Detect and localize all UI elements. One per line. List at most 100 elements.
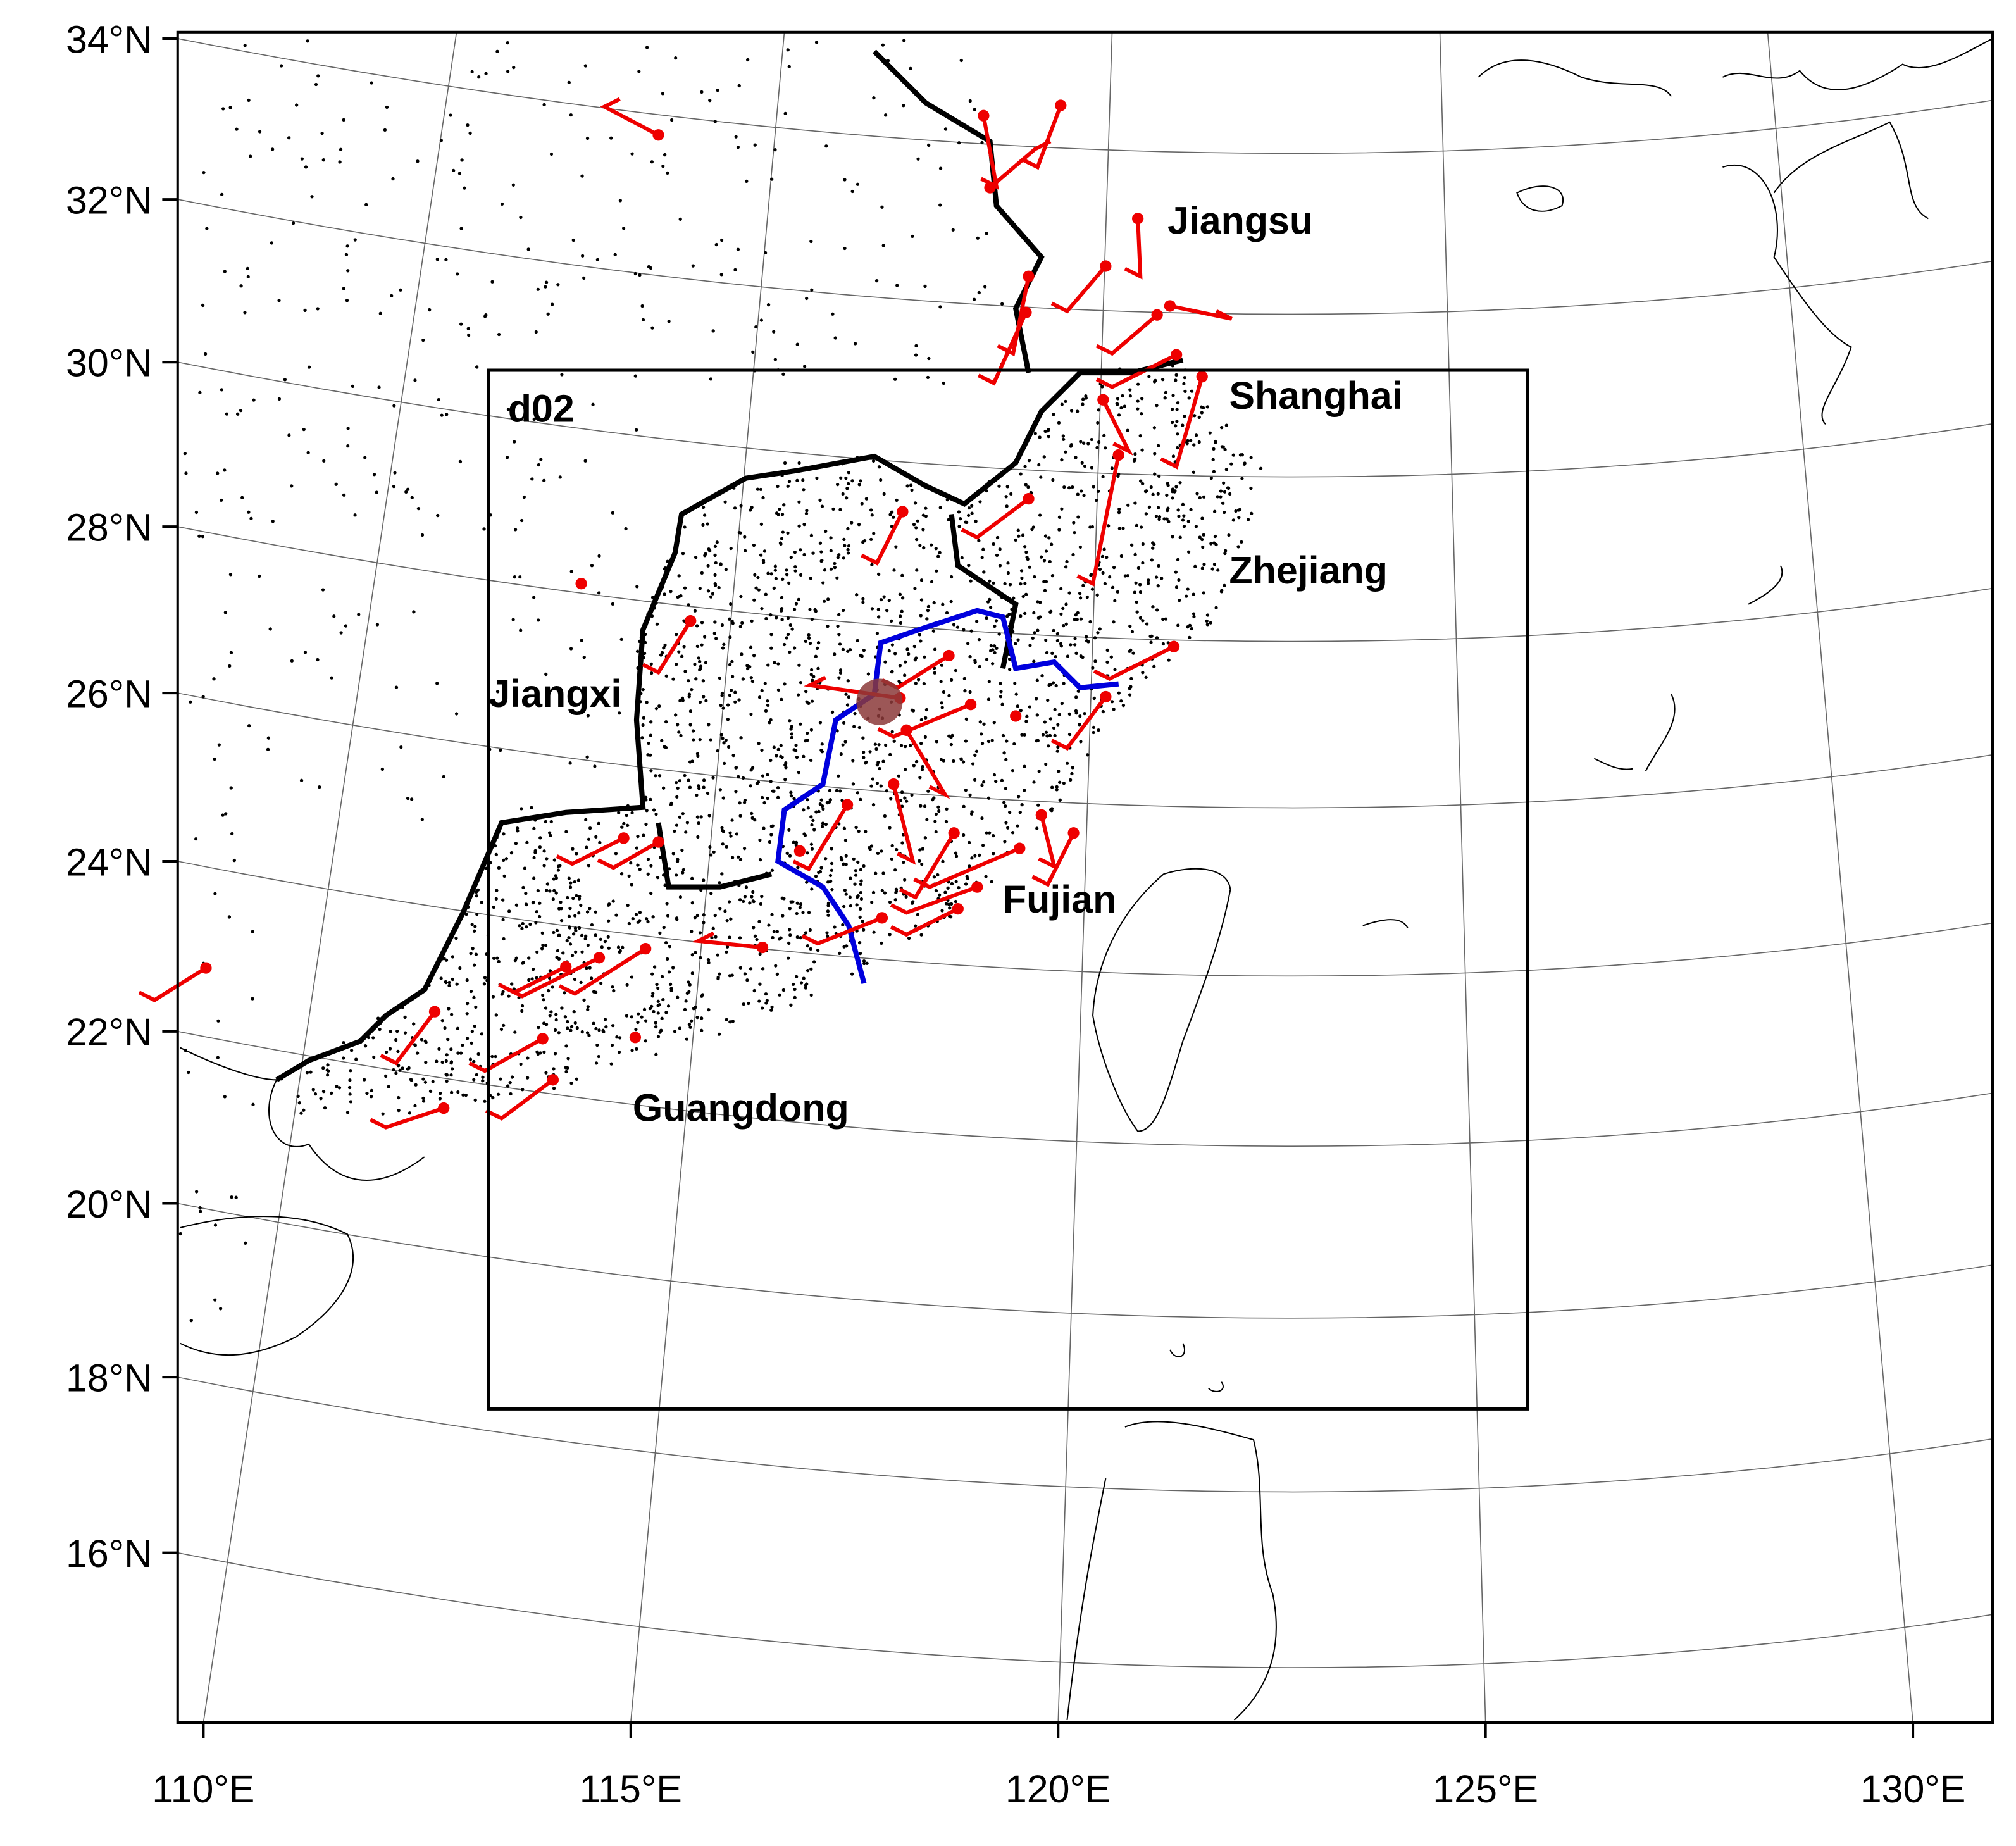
station-dot	[923, 284, 927, 289]
station-dot	[542, 1050, 546, 1054]
station-dot	[814, 654, 818, 658]
station-dot	[650, 671, 654, 675]
station-dot	[903, 673, 907, 677]
coastline	[180, 1216, 354, 1356]
station-dot	[964, 739, 968, 743]
region-label: Zhejiang	[1229, 549, 1388, 592]
station-dot	[1081, 397, 1085, 401]
station-dot	[644, 822, 648, 826]
station-dot	[1192, 443, 1196, 447]
station-dot	[698, 659, 702, 663]
station-dot	[407, 1066, 411, 1070]
station-dot	[527, 978, 531, 982]
station-dot	[491, 995, 495, 999]
station-dot	[728, 635, 732, 639]
station-dot	[736, 247, 740, 251]
station-dot	[857, 940, 862, 945]
station-dot	[520, 1009, 524, 1013]
station-dot	[372, 473, 376, 477]
station-dot	[610, 1044, 614, 1047]
station-dot	[809, 758, 813, 762]
station-dot	[401, 1066, 404, 1070]
station-dot	[695, 793, 699, 797]
station-dot	[899, 614, 902, 618]
station-dot	[1178, 481, 1182, 485]
wind-barb	[904, 729, 950, 799]
station-dot	[258, 574, 261, 578]
station-dot	[877, 572, 881, 577]
station-dot	[831, 312, 835, 316]
station-dot	[749, 784, 752, 788]
station-dot	[751, 890, 755, 894]
wind-station	[900, 724, 912, 736]
station-dot	[551, 302, 554, 306]
station-dot	[706, 791, 710, 795]
station-dot	[821, 821, 825, 825]
station-dot	[693, 609, 697, 613]
station-dot	[544, 285, 547, 289]
station-dot	[527, 956, 531, 960]
station-dot	[968, 690, 972, 694]
station-dot	[900, 790, 904, 794]
station-dot	[787, 65, 791, 68]
station-dot	[1067, 486, 1071, 490]
station-dot	[889, 797, 893, 801]
station-dot	[1190, 389, 1194, 393]
station-dot	[769, 177, 774, 181]
station-dot	[870, 563, 874, 567]
station-dot	[871, 459, 876, 463]
station-dot	[872, 96, 876, 100]
station-dot	[736, 855, 740, 859]
station-dot	[1080, 489, 1083, 493]
station-dot	[644, 1019, 648, 1023]
station-dot	[316, 658, 320, 662]
wind-station	[1132, 213, 1144, 225]
station-dot	[675, 823, 678, 827]
station-dot	[618, 1036, 622, 1040]
station-dot	[1097, 440, 1101, 444]
wind-station	[793, 845, 806, 857]
station-dot	[993, 624, 997, 628]
station-dot	[876, 851, 880, 856]
station-dot	[580, 174, 584, 178]
station-dot	[1097, 728, 1100, 732]
station-dot	[1116, 397, 1120, 401]
station-dot	[1078, 592, 1082, 596]
station-dot	[782, 503, 786, 507]
station-dot	[883, 814, 887, 818]
station-dot	[290, 484, 294, 488]
station-dot	[1047, 744, 1050, 748]
station-dot	[1155, 404, 1159, 408]
station-dot	[861, 540, 865, 544]
station-dot	[969, 812, 974, 816]
station-dot	[571, 238, 575, 242]
station-dot	[1025, 714, 1029, 718]
station-dot	[985, 658, 989, 661]
station-dot	[565, 939, 569, 943]
station-dot	[858, 915, 862, 919]
station-dot	[570, 954, 575, 957]
station-dot	[1023, 465, 1027, 468]
station-dot	[845, 703, 850, 707]
station-dot	[339, 147, 343, 151]
station-dot	[748, 665, 752, 669]
station-dot	[1224, 549, 1228, 552]
station-dot	[781, 530, 785, 534]
station-dot	[650, 1004, 654, 1008]
station-dot	[476, 1052, 480, 1056]
station-dot	[1157, 506, 1160, 509]
station-dot	[872, 930, 876, 934]
station-dot	[924, 708, 929, 712]
station-dot	[933, 820, 937, 823]
station-dot	[947, 902, 951, 906]
station-dot	[473, 925, 477, 928]
station-dot	[389, 1030, 392, 1033]
station-dot	[885, 609, 889, 613]
station-dot	[810, 699, 814, 703]
station-dot	[1121, 703, 1126, 708]
station-dot	[1102, 433, 1106, 438]
station-dot	[1113, 668, 1117, 671]
wind-barb	[890, 885, 978, 915]
station-dot	[849, 904, 853, 908]
station-dot	[678, 699, 682, 702]
